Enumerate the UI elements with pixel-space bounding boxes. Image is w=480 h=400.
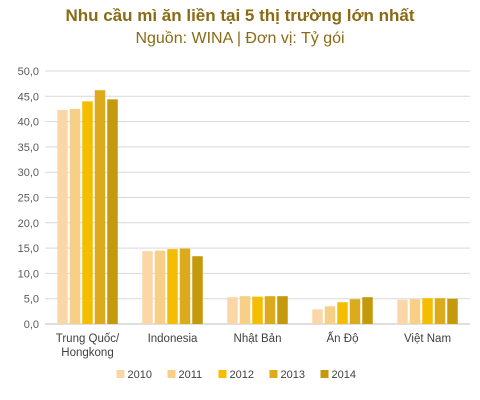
x-tick-label: Ấn Độ bbox=[327, 332, 359, 345]
legend-swatch-2014 bbox=[320, 370, 329, 378]
bar-2012 bbox=[82, 101, 93, 324]
y-tick-label: 0,0 bbox=[24, 319, 39, 331]
bar-2010 bbox=[397, 299, 408, 324]
bar-2010 bbox=[57, 109, 68, 324]
legend-swatch-2013 bbox=[269, 370, 278, 378]
bar-2013 bbox=[434, 298, 446, 324]
legend-swatch-2012 bbox=[218, 370, 227, 378]
bar-2011 bbox=[324, 306, 336, 324]
bar-2011 bbox=[409, 299, 421, 324]
y-tick-label: 20,0 bbox=[18, 218, 39, 230]
bar-2013 bbox=[94, 90, 106, 324]
bar-2014 bbox=[447, 298, 458, 324]
chart-title: Nhu cầu mì ăn liền tại 5 thị trường lớn … bbox=[65, 6, 415, 25]
legend-label: 2011 bbox=[179, 369, 203, 381]
bar-2010 bbox=[312, 309, 323, 324]
y-tick-label: 35,0 bbox=[18, 142, 39, 154]
bar-2014 bbox=[362, 297, 373, 324]
legend-swatch-2010 bbox=[116, 370, 125, 378]
bar-2012 bbox=[337, 302, 348, 324]
y-tick-label: 10,0 bbox=[18, 268, 39, 280]
y-tick-label: 5,0 bbox=[24, 294, 39, 306]
y-tick-label: 45,0 bbox=[18, 91, 39, 103]
x-tick-label: Indonesia bbox=[148, 333, 198, 345]
x-tick-label: Việt Nam bbox=[404, 333, 451, 345]
bar-2011 bbox=[154, 250, 166, 324]
bar-2010 bbox=[227, 297, 238, 324]
legend-label: 2010 bbox=[128, 369, 152, 381]
bar-2013 bbox=[179, 248, 191, 324]
y-tick-label: 40,0 bbox=[18, 117, 39, 129]
bar-2012 bbox=[422, 298, 433, 324]
legend-label: 2013 bbox=[281, 369, 305, 381]
y-tick-label: 50,0 bbox=[18, 66, 39, 78]
bar-2012 bbox=[252, 296, 263, 324]
x-tick-label: Hongkong bbox=[61, 347, 113, 359]
bar-2011 bbox=[69, 108, 81, 324]
bar-2010 bbox=[142, 251, 153, 324]
bar-2014 bbox=[107, 99, 118, 324]
y-tick-label: 25,0 bbox=[18, 193, 39, 205]
legend-label: 2014 bbox=[332, 369, 356, 381]
bar-2014 bbox=[192, 256, 203, 324]
x-tick-label: Nhật Bản bbox=[234, 333, 282, 345]
bar-2012 bbox=[167, 249, 178, 324]
y-tick-label: 30,0 bbox=[18, 167, 39, 179]
bar-2011 bbox=[239, 296, 251, 324]
bar-2013 bbox=[264, 296, 276, 324]
y-tick-label: 15,0 bbox=[18, 243, 39, 255]
bar-2014 bbox=[277, 296, 288, 324]
x-tick-label: Trung Quốc/ bbox=[56, 333, 120, 345]
legend-swatch-2011 bbox=[167, 370, 176, 378]
bar-2013 bbox=[349, 299, 361, 324]
chart-subtitle: Nguồn: WINA | Đơn vị: Tỷ gói bbox=[135, 30, 345, 47]
legend-label: 2012 bbox=[230, 369, 254, 381]
